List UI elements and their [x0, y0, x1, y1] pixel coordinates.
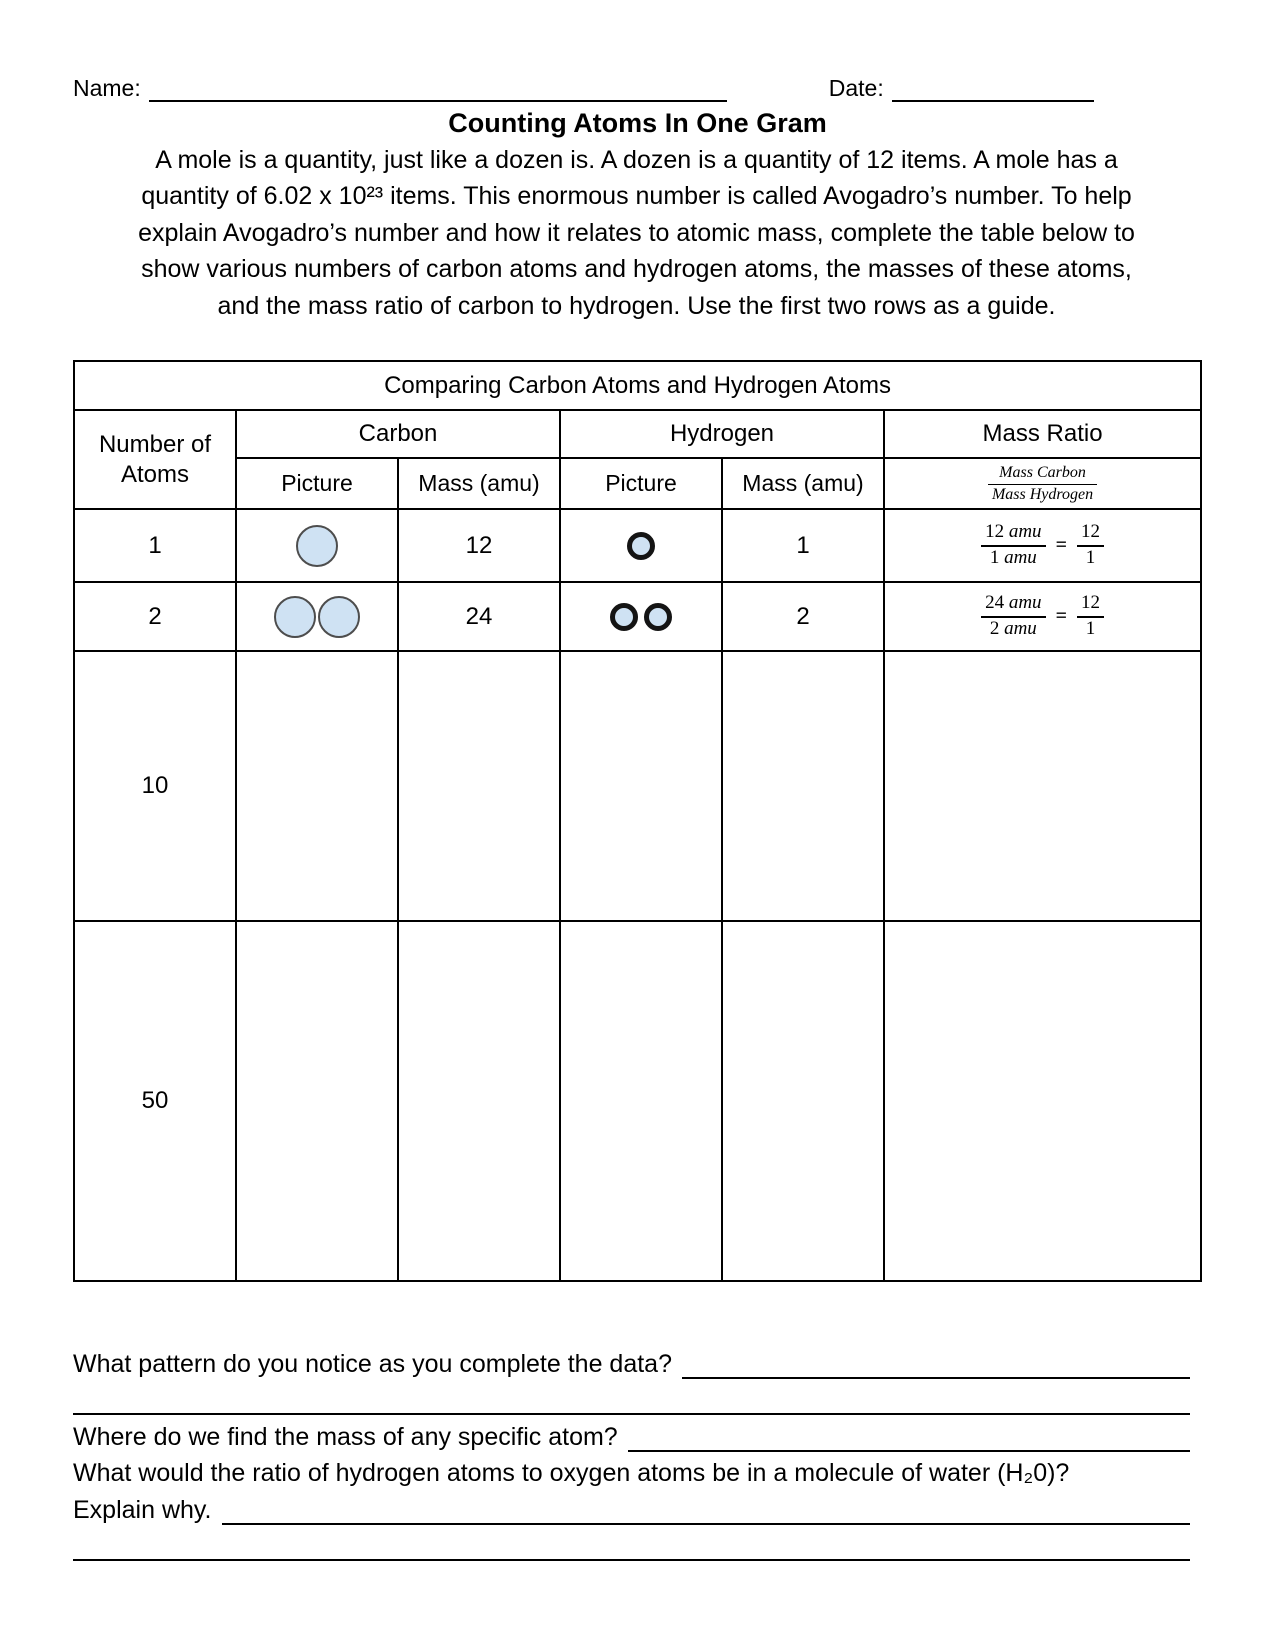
intro-paragraph: A mole is a quantity, just like a dozen … [73, 142, 1200, 324]
header-hydrogen: Hydrogen [559, 409, 885, 459]
question-mass-source: Where do we find the mass of any specifi… [73, 1422, 618, 1451]
name-blank-line[interactable] [148, 78, 727, 102]
hydrogen-mass-cell: 2 [721, 581, 885, 652]
page-title: Counting Atoms In One Gram [448, 108, 827, 138]
name-label: Name: [73, 75, 141, 101]
answer-blank-line[interactable] [221, 1495, 1190, 1525]
date-blank-line[interactable] [891, 78, 1094, 102]
mass-ratio-fraction: Mass Carbon Mass Hydrogen [987, 463, 1098, 503]
hydrogen-mass-cell: 1 [721, 508, 885, 583]
atom-count-cell: 50 [73, 920, 237, 1282]
question-mass-source-row: Where do we find the mass of any specifi… [73, 1415, 1190, 1452]
header-hydrogen-mass: Mass (amu) [721, 457, 885, 510]
header-mass-ratio-formula: Mass Carbon Mass Hydrogen [882, 457, 1203, 510]
header-carbon-picture: Picture [235, 457, 399, 510]
table-row-1-atom: 1 12 1 12 amu 1 amu = [73, 508, 1203, 583]
carbon-picture-blank-cell[interactable] [235, 650, 399, 922]
answer-blank-line[interactable] [682, 1349, 1190, 1379]
mass-ratio-blank-cell[interactable] [882, 650, 1203, 922]
question-explain-row: Explain why. [73, 1488, 1190, 1525]
answer-blank-line[interactable] [73, 1531, 1190, 1561]
hydrogen-picture-blank-cell[interactable] [559, 650, 723, 922]
question-pattern-row: What pattern do you notice as you comple… [73, 1342, 1190, 1379]
carbon-atom-icon [274, 595, 316, 638]
questions-section: What pattern do you notice as you comple… [73, 1342, 1190, 1561]
question-pattern: What pattern do you notice as you comple… [73, 1349, 672, 1378]
table-caption: Comparing Carbon Atoms and Hydrogen Atom… [72, 360, 1203, 411]
carbon-mass-blank-cell[interactable] [397, 650, 561, 922]
hydrogen-mass-blank-cell[interactable] [721, 920, 885, 1282]
carbon-picture-blank-cell[interactable] [235, 920, 399, 1282]
header-hydrogen-picture: Picture [559, 457, 723, 510]
hydrogen-atom-icon [610, 602, 638, 631]
mass-ratio-cell: 12 amu 1 amu = 12 1 [882, 508, 1203, 583]
carbon-mass-blank-cell[interactable] [397, 920, 561, 1282]
header-carbon-mass: Mass (amu) [397, 457, 561, 510]
table-sub-header-row: Picture Mass (amu) Picture Mass (amu) Ma… [74, 457, 1203, 510]
header-number-of-atoms: Number of Atoms [73, 409, 237, 510]
ratio-equation: 24 amu 2 amu = 12 1 [885, 592, 1200, 641]
comparison-table: Comparing Carbon Atoms and Hydrogen Atom… [72, 360, 1203, 1282]
answer-blank-line[interactable] [73, 1385, 1190, 1415]
intro-line: explain Avogadro’s number and how it rel… [138, 218, 1135, 247]
hydrogen-picture-cell [559, 581, 723, 652]
intro-line: quantity of 6.02 x 10²³ items. This enor… [141, 182, 1132, 211]
header-carbon: Carbon [235, 409, 561, 459]
atom-count-cell: 10 [73, 650, 237, 922]
date-label: Date: [828, 75, 884, 101]
hydrogen-mass-blank-cell[interactable] [721, 650, 885, 922]
answer-blank-line[interactable] [627, 1422, 1190, 1452]
hydrogen-atom-icon [627, 531, 655, 560]
table-caption-row: Comparing Carbon Atoms and Hydrogen Atom… [72, 360, 1203, 411]
atom-count-cell: 2 [73, 581, 237, 652]
hydrogen-picture-cell [559, 508, 723, 583]
hydrogen-atom-icon [644, 602, 672, 631]
ratio-equation: 12 amu 1 amu = 12 1 [885, 521, 1200, 570]
question-water-ratio: What would the ratio of hydrogen atoms t… [73, 1459, 1070, 1487]
table-row-10-atoms: 10 [73, 650, 1203, 922]
question-water-ratio-row: What would the ratio of hydrogen atoms t… [73, 1452, 1190, 1489]
table-group-header-row: Number of Atoms Carbon Hydrogen Mass Rat… [73, 409, 1203, 510]
intro-line: A mole is a quantity, just like a dozen … [155, 146, 1118, 174]
carbon-atom-icon [318, 595, 360, 638]
table-row-50-atoms: 50 [73, 920, 1203, 1282]
hydrogen-picture-blank-cell[interactable] [559, 920, 723, 1282]
question-explain-why: Explain why. [73, 1495, 212, 1524]
carbon-mass-cell: 24 [397, 581, 561, 652]
carbon-picture-cell [235, 581, 399, 652]
carbon-mass-cell: 12 [397, 508, 561, 583]
intro-line: show various numbers of carbon atoms and… [141, 255, 1132, 284]
answer-continuation-row [73, 1379, 1190, 1415]
mass-ratio-blank-cell[interactable] [882, 920, 1203, 1282]
intro-line: and the mass ratio of carbon to hydrogen… [217, 291, 1056, 320]
mass-ratio-cell: 24 amu 2 amu = 12 1 [882, 581, 1203, 652]
carbon-atom-icon [296, 524, 338, 567]
answer-continuation-row [73, 1525, 1190, 1561]
header-mass-ratio: Mass Ratio [882, 409, 1203, 459]
name-date-row: Name: Date: [73, 72, 1190, 102]
table-row-2-atoms: 2 24 2 24 amu 2 amu = [73, 581, 1203, 652]
carbon-picture-cell [235, 508, 399, 583]
atom-count-cell: 1 [73, 508, 237, 583]
